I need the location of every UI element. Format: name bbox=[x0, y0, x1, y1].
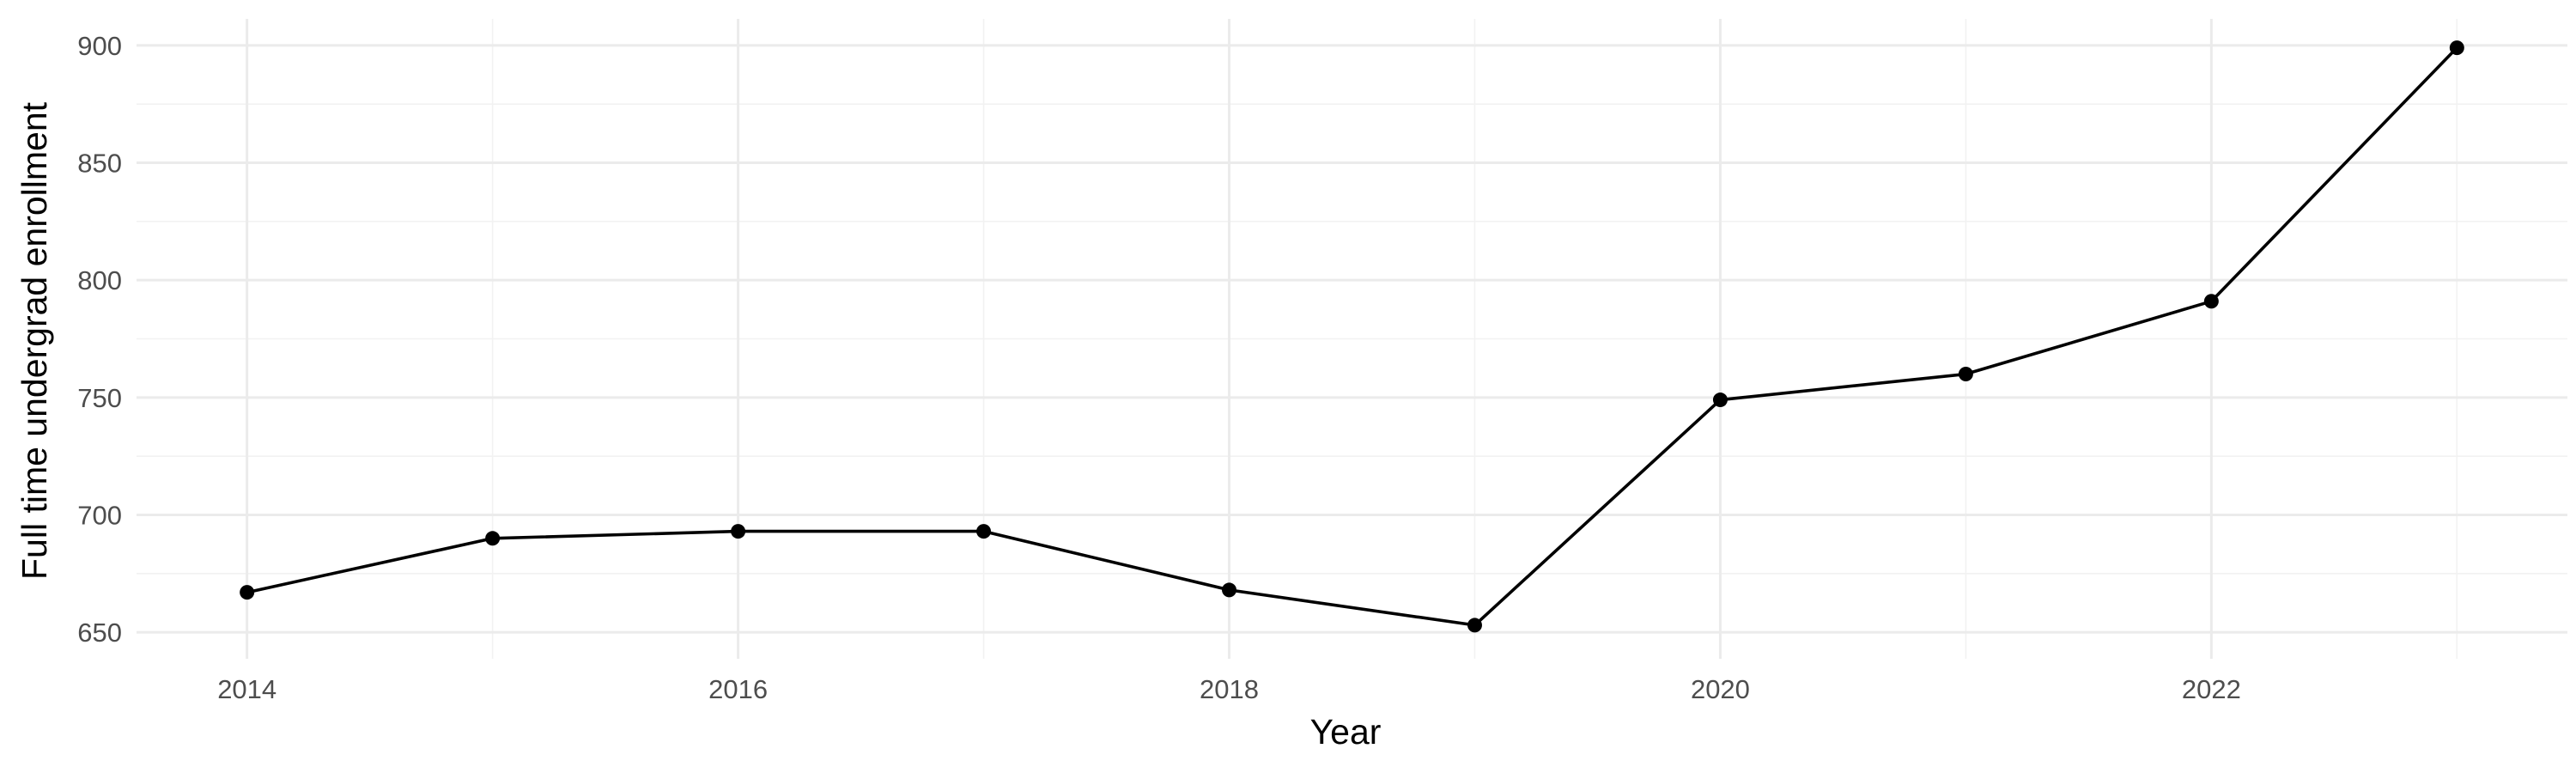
series-line bbox=[246, 46, 2458, 627]
data-point bbox=[1712, 393, 1728, 408]
data-point bbox=[2449, 40, 2464, 56]
data-point bbox=[2203, 294, 2219, 309]
data-point bbox=[240, 585, 255, 600]
minor-gridlines bbox=[137, 19, 2567, 659]
y-tick-label: 800 bbox=[77, 265, 122, 295]
y-axis-tick-labels: 650 700 750 800 850 900 bbox=[77, 31, 122, 648]
x-tick-label: 2022 bbox=[2182, 674, 2241, 704]
series-layer bbox=[246, 46, 2458, 627]
data-point bbox=[1222, 582, 1237, 598]
data-point bbox=[1958, 366, 1973, 381]
data-point bbox=[731, 524, 746, 539]
y-tick-label: 650 bbox=[77, 618, 122, 648]
data-point bbox=[1467, 618, 1482, 633]
x-axis-tick-labels: 2014 2016 2018 2020 2022 bbox=[217, 674, 2241, 704]
x-tick-label: 2016 bbox=[708, 674, 768, 704]
y-axis-title: Full time undergrad enrollment bbox=[15, 101, 54, 580]
points-layer bbox=[240, 40, 2464, 633]
y-tick-label: 850 bbox=[77, 149, 122, 179]
x-tick-label: 2014 bbox=[217, 674, 276, 704]
major-gridlines bbox=[137, 19, 2567, 659]
x-axis-title: Year bbox=[1310, 712, 1382, 752]
y-tick-label: 700 bbox=[77, 500, 122, 530]
data-point bbox=[976, 524, 992, 539]
x-tick-label: 2020 bbox=[1691, 674, 1750, 704]
y-tick-label: 750 bbox=[77, 383, 122, 413]
y-tick-label: 900 bbox=[77, 31, 122, 61]
data-point bbox=[485, 531, 501, 546]
x-tick-label: 2018 bbox=[1200, 674, 1259, 704]
